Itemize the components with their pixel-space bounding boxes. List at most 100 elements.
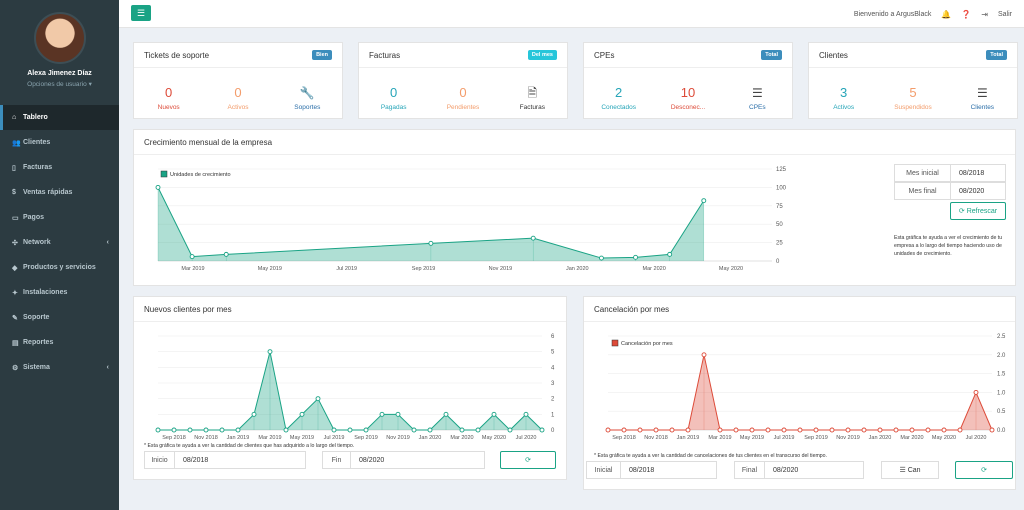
refresh-icon[interactable]: ⟳ [958,208,965,215]
card-stat[interactable]: 🔧 Soportes [273,85,342,111]
refresh-label[interactable]: Refrescar [966,207,998,215]
sidebar-item-label[interactable]: Reportes [23,339,54,346]
stat-value[interactable]: 3 [840,85,848,100]
stat-value[interactable]: 2 [615,85,623,100]
cancel-start-value[interactable]: 08/2018 [629,466,655,474]
chart-icon[interactable]: ▤ [12,339,19,347]
stat-label[interactable]: Desconec... [670,104,706,111]
file-text-icon[interactable]: 🗎 [527,86,538,100]
end-month-value[interactable]: 08/2020 [959,187,985,195]
card-stat[interactable]: 10 Desconec... [653,85,722,111]
cancel-end-value[interactable]: 08/2020 [773,466,799,474]
clients-start-field[interactable]: Inicio 08/2018 [144,451,306,469]
card-stat[interactable]: 0 Pagadas [359,85,428,111]
wrench-icon[interactable]: ✎ [12,314,18,322]
file-icon[interactable]: ▯ [12,164,16,172]
menu-toggle-button[interactable]: ☰ [131,5,151,21]
clients-end-value[interactable]: 08/2020 [359,456,385,464]
card-stat[interactable]: 2 Conectados [584,85,653,111]
stat-label[interactable]: Conectados [601,104,637,111]
clients-refresh-button[interactable]: ⟳ [500,451,556,469]
stat-value[interactable]: 0 [459,85,467,100]
hamburger-icon[interactable]: ☰ [136,8,146,18]
list-icon[interactable]: ☰ [976,86,988,100]
chevron-left-icon[interactable]: ‹ [106,239,109,246]
card-stat[interactable]: 🗎 Facturas [498,85,567,111]
sidebar-item-label[interactable]: Network [23,239,51,246]
sidebar-item-pagos[interactable]: ▭ Pagos [0,205,119,230]
cogs-icon[interactable]: ⚙ [12,364,19,372]
stat-label[interactable]: Pagadas [380,104,407,111]
dollar-icon[interactable]: $ [12,189,16,196]
end-month-field[interactable]: Mes final 08/2020 [894,182,1006,200]
stat-label[interactable]: Clientes [970,104,995,111]
card-stat[interactable]: 0 Activos [203,85,272,111]
start-month-field[interactable]: Mes inicial 08/2018 [894,164,1006,182]
users-icon[interactable]: 👥 [12,139,21,147]
start-month-value[interactable]: 08/2018 [959,169,985,177]
logout-icon[interactable]: ⇥ [981,9,988,19]
sidebar-item-label[interactable]: Tablero [23,114,48,121]
user-options-toggle[interactable]: Opciones de usuario ▾ [27,81,92,88]
credit-card-icon[interactable]: ▭ [12,214,19,222]
avatar[interactable] [33,12,86,64]
sidebar-item-facturas[interactable]: ▯ Facturas [0,155,119,180]
sidebar-item-label[interactable]: Soporte [23,314,50,321]
sidebar-item-productos-y-servicios[interactable]: ◆ Productos y servicios [0,255,119,280]
sidebar-item-label[interactable]: Pagos [23,214,45,221]
card-stat[interactable]: 3 Activos [809,85,878,111]
network-icon[interactable]: ✣ [12,239,18,247]
stat-label[interactable]: Activos [227,104,249,111]
logout-link[interactable]: Salir [997,10,1012,18]
list-icon[interactable]: ☰ [751,86,763,100]
stat-value[interactable]: 0 [165,85,173,100]
sidebar-item-tablero[interactable]: ⌂ Tablero [0,105,119,130]
refresh-icon[interactable]: ⟳ [981,467,987,474]
stat-value[interactable]: 5 [909,85,917,100]
cancel-list-button[interactable]: ☰ Can [881,461,939,479]
dashboard-icon[interactable]: ⌂ [12,114,17,121]
stat-value[interactable]: 0 [234,85,242,100]
user-options-label[interactable]: Opciones de usuario [27,81,87,88]
cancel-end-field[interactable]: Final 08/2020 [734,461,864,479]
sidebar-item-ventas-rápidas[interactable]: $ Ventas rápidas [0,180,119,205]
sidebar-item-clientes[interactable]: 👥 Clientes [0,130,119,155]
stat-label[interactable]: Suspendidos [894,104,932,111]
stat-label[interactable]: Activos [833,104,855,111]
list-icon[interactable]: ☰ [899,467,906,474]
tools-icon[interactable]: ✦ [12,289,18,297]
refresh-icon[interactable]: ⟳ [525,457,531,464]
sidebar-item-label[interactable]: Clientes [23,139,51,146]
tags-icon[interactable]: ◆ [12,264,18,272]
clients-end-field[interactable]: Fin 08/2020 [322,451,485,469]
stat-value[interactable]: 10 [680,85,696,100]
sidebar-item-label[interactable]: Ventas rápidas [23,189,73,196]
card-stat[interactable]: 0 Nuevos [134,85,203,111]
stat-value[interactable]: 0 [390,85,398,100]
help-icon[interactable]: ❓ [961,9,972,19]
sidebar-item-label[interactable]: Sistema [23,364,50,371]
stat-label[interactable]: Soportes [294,104,321,111]
cancel-start-field[interactable]: Inicial 08/2018 [586,461,717,479]
cancel-can-label[interactable]: Can [907,466,921,474]
clients-start-value[interactable]: 08/2018 [183,456,209,464]
sidebar-item-soporte[interactable]: ✎ Soporte [0,305,119,330]
cancel-refresh-button[interactable]: ⟳ [955,461,1013,479]
bell-icon[interactable]: 🔔 [941,9,952,19]
sidebar-item-network[interactable]: ✣ Network ‹ [0,230,119,255]
card-stat[interactable]: 5 Suspendidos [878,85,947,111]
sidebar-item-reportes[interactable]: ▤ Reportes [0,330,119,355]
stat-label[interactable]: Pendientes [446,104,480,111]
refresh-button[interactable]: ⟳ Refrescar [950,202,1006,220]
card-stat[interactable]: ☰ CPEs [723,85,792,111]
stat-label[interactable]: Nuevos [157,104,180,111]
sidebar-item-instalaciones[interactable]: ✦ Instalaciones [0,280,119,305]
sidebar-item-label[interactable]: Productos y servicios [23,264,96,271]
sidebar-item-label[interactable]: Facturas [23,164,53,171]
card-stat[interactable]: ☰ Clientes [948,85,1017,111]
card-stat[interactable]: 0 Pendientes [428,85,497,111]
stat-label[interactable]: CPEs [749,104,766,111]
stat-label[interactable]: Facturas [519,104,545,111]
chevron-left-icon[interactable]: ‹ [106,364,109,371]
sidebar-item-label[interactable]: Instalaciones [23,289,68,296]
